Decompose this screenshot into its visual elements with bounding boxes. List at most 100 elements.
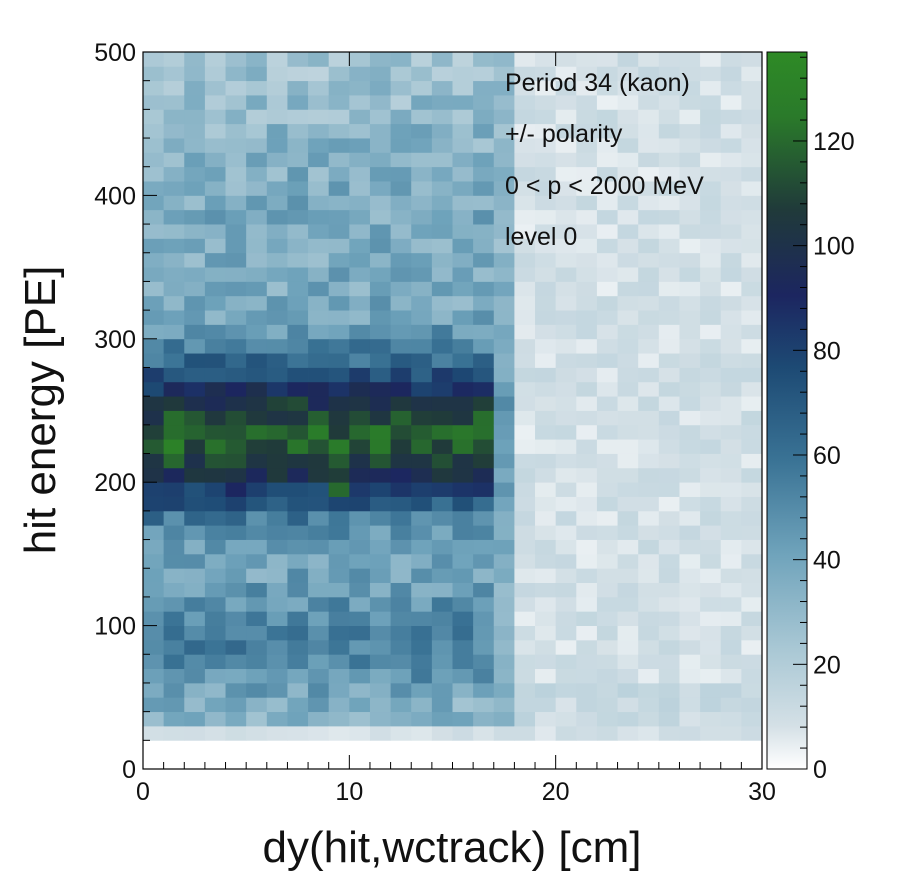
heatmap-cell [308, 123, 330, 139]
heatmap-cell [163, 281, 185, 297]
heatmap-cell [287, 525, 309, 540]
heatmap-cell [349, 539, 371, 555]
heatmap-cell [308, 568, 330, 583]
heatmap-cell [328, 654, 350, 670]
heatmap-cell [452, 439, 474, 454]
heatmap-cell [369, 281, 391, 297]
heatmap-cell [369, 338, 391, 354]
heatmap-cell [596, 238, 618, 254]
y-tick-label: 0 [122, 756, 136, 784]
colorbar-ticks: 0 20 40 60 80 100 120 [793, 56, 855, 784]
heatmap-cell [493, 467, 515, 483]
heatmap-cell [369, 267, 391, 282]
heatmap-cell [576, 138, 598, 153]
heatmap-cell [349, 625, 371, 641]
heatmap-cell [720, 281, 742, 297]
heatmap-cell [514, 95, 536, 110]
heatmap-cell [617, 52, 639, 67]
heatmap-cell [741, 668, 763, 684]
heatmap-cell [266, 295, 288, 311]
heatmap-cell [204, 138, 226, 153]
heatmap-cell [390, 668, 412, 684]
heatmap-cell [741, 697, 763, 713]
heatmap-cell [390, 424, 412, 440]
heatmap-cell [390, 725, 412, 741]
heatmap-cell [184, 238, 206, 254]
heatmap-cell [514, 682, 536, 698]
heatmap-cell [246, 95, 268, 110]
heatmap-cell [679, 138, 701, 153]
heatmap-cell [638, 410, 660, 426]
heatmap-cell [390, 682, 412, 698]
heatmap-cell [390, 496, 412, 512]
heatmap-cell [349, 711, 371, 727]
heatmap-cell [576, 611, 598, 626]
heatmap-cell [617, 353, 639, 368]
heatmap-cell [555, 654, 577, 670]
heatmap-cell [287, 295, 309, 311]
heatmap-cell [452, 453, 474, 469]
heatmap-cell [163, 181, 185, 196]
heatmap-cell [638, 109, 660, 125]
heatmap-cell [163, 711, 185, 727]
heatmap-cell [246, 611, 268, 626]
heatmap-cell [390, 381, 412, 397]
heatmap-cell [390, 353, 412, 368]
heatmap-cell [658, 252, 680, 268]
heatmap-cell [328, 596, 350, 612]
heatmap-cell [246, 410, 268, 426]
heatmap-cell [452, 654, 474, 670]
heatmap-cell [431, 80, 453, 96]
heatmap-cell [741, 582, 763, 598]
heatmap-cell [617, 410, 639, 426]
heatmap-cell [576, 267, 598, 282]
heatmap-cell [700, 267, 722, 282]
heatmap-cell [576, 166, 598, 182]
heatmap-cell [555, 453, 577, 469]
heatmap-cell [431, 209, 453, 225]
heatmap-cells [143, 52, 763, 741]
heatmap-cell [411, 224, 433, 239]
heatmap-cell [225, 338, 247, 354]
heatmap-cell [328, 181, 350, 196]
heatmap-cell [741, 324, 763, 340]
heatmap-cell [287, 439, 309, 454]
heatmap-cell [473, 209, 495, 225]
heatmap-cell [143, 138, 165, 153]
heatmap-cell [555, 568, 577, 583]
heatmap-cell [493, 109, 515, 125]
heatmap-cell [349, 553, 371, 569]
heatmap-cell [638, 424, 660, 440]
heatmap-cell [390, 123, 412, 139]
heatmap-cell [493, 639, 515, 655]
annotation-period: Period 34 (kaon) [505, 69, 690, 97]
heatmap-cell [493, 711, 515, 727]
heatmap-cell [204, 697, 226, 713]
heatmap-cell [700, 367, 722, 383]
heatmap-cell [369, 324, 391, 340]
heatmap-cell [638, 582, 660, 598]
heatmap-cell [369, 209, 391, 225]
heatmap-cell [225, 582, 247, 598]
heatmap-cell [638, 338, 660, 354]
heatmap-cell [514, 281, 536, 297]
heatmap-cell [225, 80, 247, 96]
heatmap-cell [700, 295, 722, 311]
heatmap-cell [576, 496, 598, 512]
heatmap-cell [638, 682, 660, 698]
heatmap-cell [308, 654, 330, 670]
heatmap-cell [328, 152, 350, 168]
heatmap-cell [431, 697, 453, 713]
heatmap-cell [576, 582, 598, 598]
heatmap-cell [349, 596, 371, 612]
heatmap-cell [349, 209, 371, 225]
heatmap-cell [308, 424, 330, 440]
heatmap-cell [246, 310, 268, 325]
heatmap-cell [369, 195, 391, 211]
heatmap-cell [287, 568, 309, 583]
heatmap-cell [741, 439, 763, 454]
heatmap-cell [349, 267, 371, 282]
heatmap-cell [679, 209, 701, 225]
heatmap-cell [658, 711, 680, 727]
heatmap-cell [473, 324, 495, 340]
